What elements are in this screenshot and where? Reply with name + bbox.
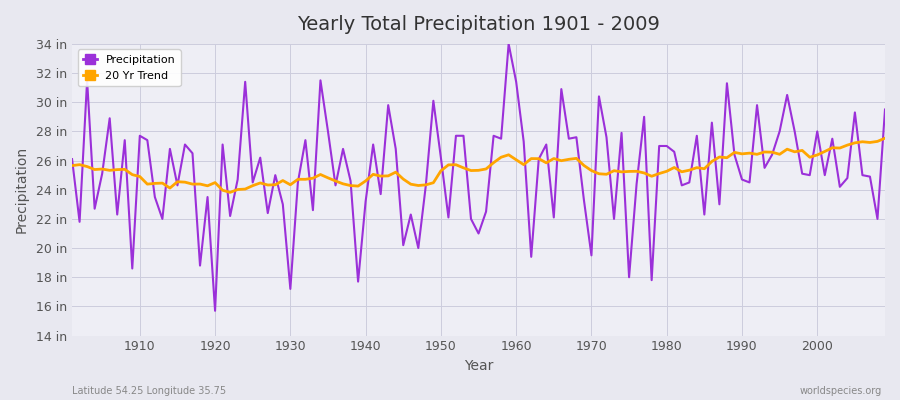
- Text: Latitude 54.25 Longitude 35.75: Latitude 54.25 Longitude 35.75: [72, 386, 226, 396]
- Title: Yearly Total Precipitation 1901 - 2009: Yearly Total Precipitation 1901 - 2009: [297, 15, 660, 34]
- Text: worldspecies.org: worldspecies.org: [800, 386, 882, 396]
- Y-axis label: Precipitation: Precipitation: [15, 146, 29, 233]
- X-axis label: Year: Year: [464, 359, 493, 373]
- Legend: Precipitation, 20 Yr Trend: Precipitation, 20 Yr Trend: [77, 50, 181, 86]
